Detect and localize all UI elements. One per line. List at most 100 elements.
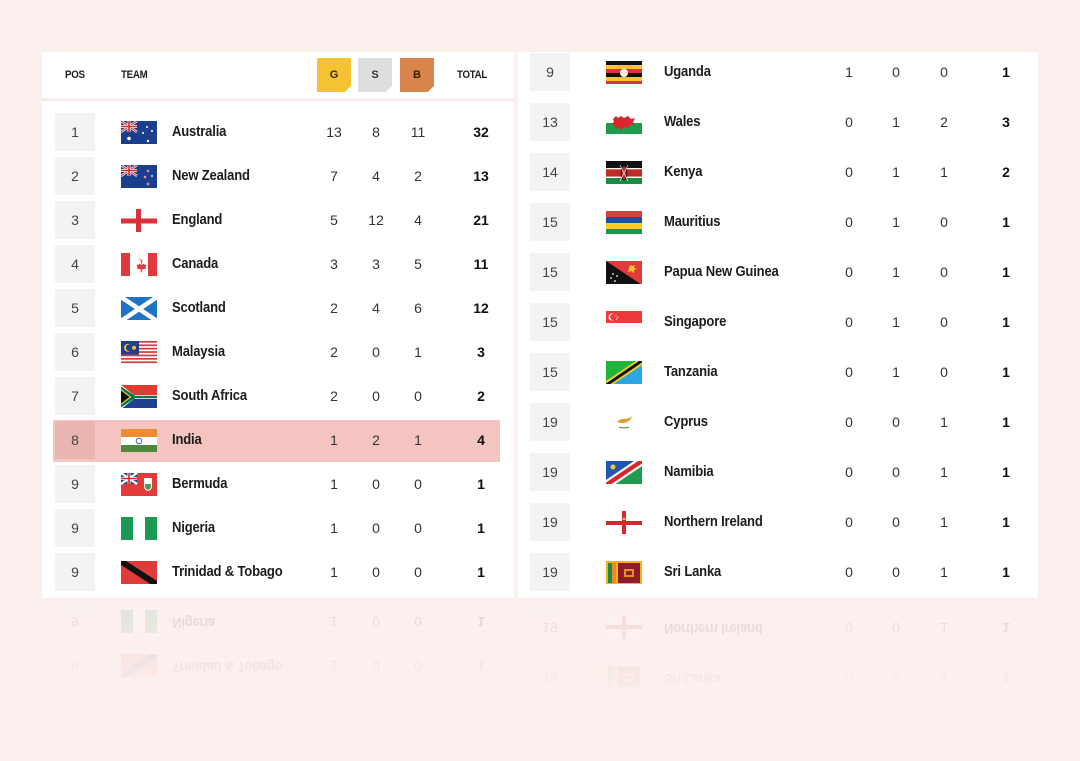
team-name[interactable]: Nigeria (172, 520, 215, 536)
header-pos[interactable]: POS (65, 69, 85, 81)
position-cell: 7 (55, 377, 95, 415)
team-name[interactable]: England (172, 212, 223, 228)
team-name[interactable]: Cyprus (664, 414, 708, 430)
table-row[interactable]: 19 Northern Ireland 0 0 1 1 (530, 502, 1026, 544)
gold-count: 0 (845, 514, 853, 530)
table-row[interactable]: 3 England 5 12 4 21 (53, 200, 500, 242)
header-team[interactable]: TEAM (121, 69, 148, 81)
team-name[interactable]: Trinidad & Tobago (172, 564, 283, 580)
team-name[interactable]: Scotland (172, 300, 226, 316)
team-name[interactable]: India (172, 432, 202, 448)
team-name[interactable]: Sri Lanka (664, 564, 722, 580)
silver-count: 1 (892, 264, 900, 280)
table-row[interactable]: 4 Canada 3 3 5 11 (53, 244, 500, 286)
team-name[interactable]: Kenya (664, 164, 703, 180)
team-name[interactable]: Tanzania (664, 364, 718, 380)
header-gold-badge[interactable]: G (317, 58, 351, 92)
scotland-flag-icon (121, 297, 157, 320)
team-name[interactable]: New Zealand (172, 168, 250, 184)
bronze-count: 1 (940, 514, 948, 530)
table-row[interactable]: 14 Kenya 0 1 1 2 (530, 152, 1026, 194)
team-name[interactable]: Australia (172, 124, 227, 140)
table-row[interactable]: 19 Namibia 0 0 1 1 (530, 452, 1026, 494)
malaysia-flag-icon (121, 341, 157, 364)
england-flag-icon (121, 209, 157, 232)
reflection-fade (0, 598, 1080, 761)
table-row[interactable]: 1 Australia 13 8 11 32 (53, 112, 500, 154)
table-row[interactable]: 15 Tanzania 0 1 0 1 (530, 352, 1026, 394)
header-silver-badge[interactable]: S (358, 58, 392, 92)
position-cell: 19 (530, 553, 570, 591)
team-name[interactable]: Mauritius (664, 214, 721, 230)
gold-count: 1 (330, 564, 338, 580)
bronze-count: 1 (940, 414, 948, 430)
silver-count: 0 (372, 520, 380, 536)
bronze-count: 0 (940, 64, 948, 80)
gold-count: 2 (330, 388, 338, 404)
table-row[interactable]: 15 Mauritius 0 1 0 1 (530, 202, 1026, 244)
sri-lanka-flag-icon (606, 561, 642, 584)
team-name[interactable]: Namibia (664, 464, 714, 480)
total-count: 32 (473, 124, 489, 140)
team-name[interactable]: Canada (172, 256, 219, 272)
gold-count: 0 (845, 464, 853, 480)
table-row[interactable]: 7 South Africa 2 0 0 2 (53, 376, 500, 418)
position-cell: 15 (530, 203, 570, 241)
table-row[interactable]: 15 Singapore 0 1 0 1 (530, 302, 1026, 344)
medal-table-right: 9 Uganda 1 0 0 1 13 Wales 0 1 2 3 14 Kenya 0 1 1 2 15 Mauri… (518, 52, 1038, 598)
gold-count: 13 (326, 124, 342, 140)
bronze-count: 0 (940, 264, 948, 280)
header-total[interactable]: TOTAL (457, 69, 488, 81)
silver-count: 4 (372, 300, 380, 316)
silver-count: 0 (892, 414, 900, 430)
total-count: 1 (1002, 264, 1010, 280)
position-cell: 15 (530, 303, 570, 341)
position-cell: 2 (55, 157, 95, 195)
india-flag-icon (121, 429, 157, 452)
table-row[interactable]: 9 Uganda 1 0 0 1 (530, 52, 1026, 94)
header-bronze-badge[interactable]: B (400, 58, 434, 92)
table-row[interactable]: 2 New Zealand 7 4 2 13 (53, 156, 500, 198)
table-row[interactable]: 9 Bermuda 1 0 0 1 (53, 464, 500, 506)
gold-count: 3 (330, 256, 338, 272)
australia-flag-icon (121, 121, 157, 144)
wales-flag-icon (606, 111, 642, 134)
total-count: 4 (477, 432, 485, 448)
position-cell: 9 (530, 53, 570, 91)
total-count: 1 (1002, 464, 1010, 480)
team-name[interactable]: Uganda (664, 64, 711, 80)
team-name[interactable]: Bermuda (172, 476, 228, 492)
silver-count: 0 (372, 476, 380, 492)
table-row[interactable]: 8 India 1 2 1 4 (53, 420, 500, 462)
total-count: 11 (473, 256, 489, 272)
table-row[interactable]: 9 Nigeria 1 0 0 1 (53, 508, 500, 550)
bronze-count: 1 (940, 164, 948, 180)
gold-count: 0 (845, 164, 853, 180)
silver-count: 0 (372, 344, 380, 360)
kenya-flag-icon (606, 161, 642, 184)
team-name[interactable]: Wales (664, 114, 701, 130)
bronze-count: 1 (414, 344, 422, 360)
table-row[interactable]: 15 Papua New Guinea 0 1 0 1 (530, 252, 1026, 294)
team-name[interactable]: Singapore (664, 314, 727, 330)
total-count: 13 (473, 168, 489, 184)
team-name[interactable]: Papua New Guinea (664, 264, 779, 280)
total-count: 1 (477, 520, 485, 536)
team-name[interactable]: Malaysia (172, 344, 225, 360)
table-row[interactable]: 13 Wales 0 1 2 3 (530, 102, 1026, 144)
gold-count: 0 (845, 314, 853, 330)
table-row[interactable]: 6 Malaysia 2 0 1 3 (53, 332, 500, 374)
table-row[interactable]: 9 Trinidad & Tobago 1 0 0 1 (53, 552, 500, 594)
table-row[interactable]: 5 Scotland 2 4 6 12 (53, 288, 500, 330)
gold-count: 7 (330, 168, 338, 184)
total-count: 1 (477, 476, 485, 492)
team-name[interactable]: South Africa (172, 388, 247, 404)
table-row[interactable]: 19 Cyprus 0 0 1 1 (530, 402, 1026, 444)
team-name[interactable]: Northern Ireland (664, 514, 763, 530)
total-count: 1 (1002, 414, 1010, 430)
total-count: 21 (473, 212, 489, 228)
silver-count: 0 (372, 564, 380, 580)
table-row[interactable]: 19 Sri Lanka 0 0 1 1 (530, 552, 1026, 594)
silver-count: 4 (372, 168, 380, 184)
gold-count: 5 (330, 212, 338, 228)
